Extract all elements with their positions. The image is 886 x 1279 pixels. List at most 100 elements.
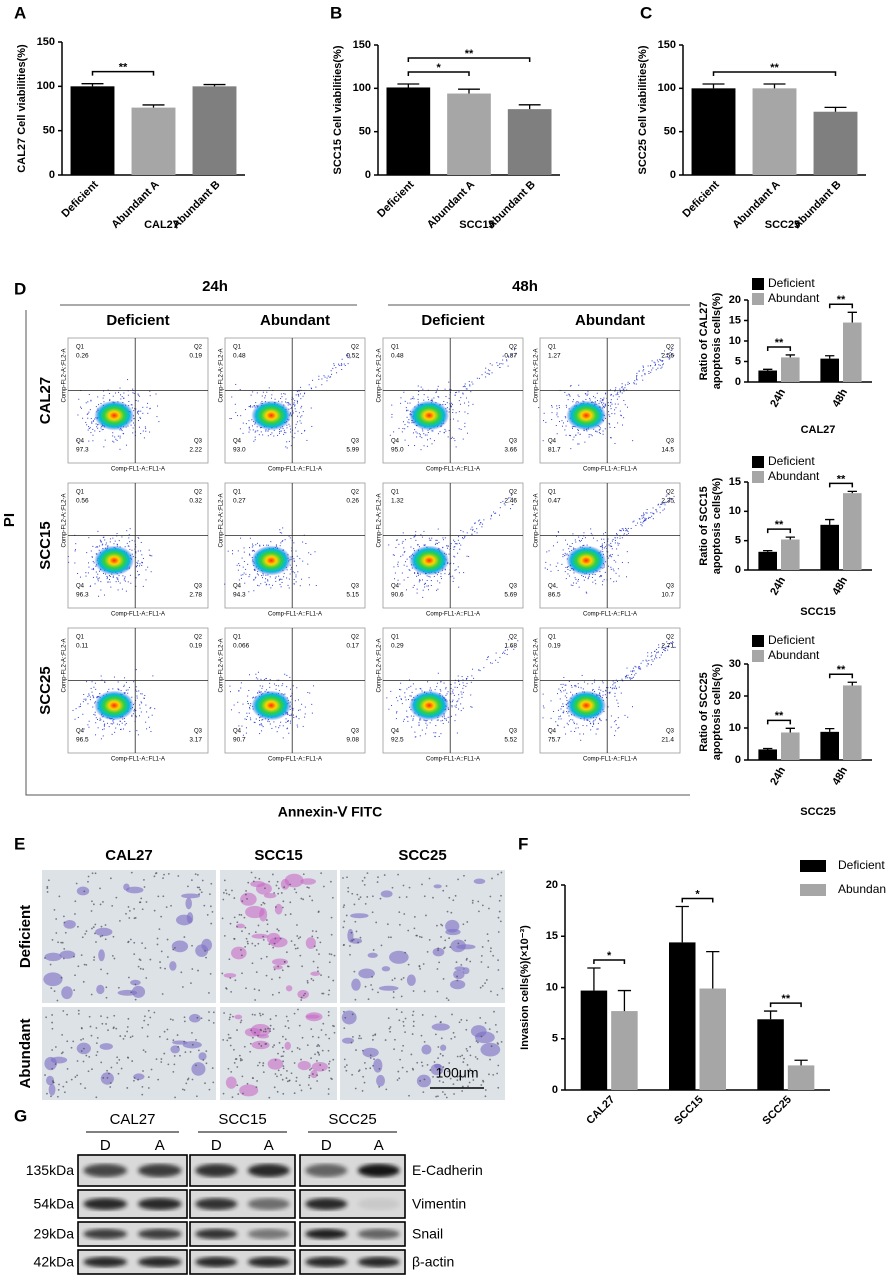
pore	[100, 1015, 102, 1018]
event-dot	[622, 528, 624, 530]
event-dot	[620, 414, 622, 416]
pore	[363, 876, 366, 879]
event-dot	[546, 568, 548, 570]
event-dot	[636, 378, 638, 380]
event-dot	[120, 728, 122, 730]
event-dot	[138, 410, 140, 412]
event-dot	[401, 431, 403, 433]
event-dot	[287, 720, 289, 722]
event-dot	[419, 687, 421, 689]
error-bar	[706, 950, 720, 989]
quadrant-name: Q4	[76, 729, 85, 735]
pore	[457, 942, 460, 945]
pore	[200, 1017, 203, 1020]
event-dot	[254, 569, 256, 571]
bar	[758, 551, 777, 570]
event-dot	[592, 725, 594, 727]
stained-cell	[225, 1076, 237, 1089]
event-dot	[586, 592, 588, 594]
event-dot	[280, 398, 282, 400]
event-dot	[286, 402, 288, 404]
legend-swatch	[800, 884, 826, 896]
event-dot	[664, 650, 666, 652]
event-dot	[416, 436, 418, 438]
event-dot	[611, 556, 613, 558]
stained-cell	[263, 893, 277, 899]
pore	[51, 1049, 54, 1051]
x-tick-label: Abundant B	[170, 179, 223, 232]
event-dot	[288, 587, 290, 589]
event-dot	[395, 697, 397, 699]
pore	[408, 886, 411, 889]
event-dot	[465, 388, 467, 390]
event-dot	[661, 353, 663, 355]
legend-swatch	[752, 278, 764, 290]
event-dot	[614, 537, 616, 539]
pore	[437, 949, 439, 952]
pore	[255, 971, 258, 974]
event-dot	[615, 572, 617, 574]
event-dot	[278, 575, 280, 577]
pore	[400, 995, 403, 998]
y-tick-label: 0	[49, 169, 55, 181]
pore	[128, 976, 130, 979]
event-dot	[261, 400, 263, 402]
event-dot	[411, 691, 413, 693]
significance-label: **	[775, 337, 784, 349]
pore	[460, 963, 463, 966]
event-dot	[80, 703, 82, 705]
event-dot	[290, 407, 292, 409]
plot-frame	[382, 337, 524, 464]
event-dot	[504, 504, 506, 506]
event-dot	[238, 690, 240, 692]
event-dot	[397, 700, 399, 702]
x-tick-label: 24h	[768, 575, 788, 598]
event-dot	[141, 562, 143, 564]
event-dot	[608, 411, 610, 413]
event-dot	[115, 392, 117, 394]
event-dot	[472, 528, 474, 530]
stained-cell	[59, 950, 76, 959]
event-dot	[294, 400, 296, 402]
pore	[454, 894, 457, 897]
event-dot	[307, 692, 309, 694]
event-dot	[427, 439, 429, 441]
event-dot	[141, 561, 143, 563]
flow-plot: Q11.32Q22.46Q35.69Q490.6Comp-FL1-A::FL1-…	[377, 482, 524, 618]
event-dot	[126, 530, 128, 532]
event-dot	[616, 393, 618, 395]
pore	[254, 944, 257, 947]
y-tick-label: 100	[37, 80, 55, 92]
event-dot	[458, 694, 460, 696]
stained-cell	[389, 950, 409, 964]
event-dot	[428, 537, 430, 539]
stained-cell	[267, 1058, 284, 1070]
event-dot	[124, 677, 126, 679]
event-dot	[651, 655, 653, 657]
legend-label: Abundant	[768, 469, 820, 483]
stained-cell	[181, 893, 201, 899]
event-dot	[435, 392, 437, 394]
event-dot	[292, 709, 294, 711]
event-dot	[289, 404, 291, 406]
event-dot	[285, 718, 287, 720]
pore	[318, 1053, 321, 1056]
stained-cell	[432, 947, 445, 957]
pore	[191, 944, 193, 947]
event-dot	[142, 430, 144, 432]
event-dot	[632, 706, 634, 708]
event-dot	[92, 428, 94, 430]
event-dot	[100, 675, 102, 677]
event-dot	[435, 542, 437, 544]
event-dot	[141, 702, 143, 704]
pore	[262, 938, 265, 941]
event-dot	[94, 714, 96, 716]
error-bar	[824, 106, 847, 112]
event-dot	[626, 667, 628, 669]
event-dot	[321, 384, 323, 386]
pore	[330, 953, 333, 956]
pore	[257, 1064, 259, 1067]
pore	[203, 904, 206, 907]
y-tick-label: 30	[729, 658, 741, 670]
